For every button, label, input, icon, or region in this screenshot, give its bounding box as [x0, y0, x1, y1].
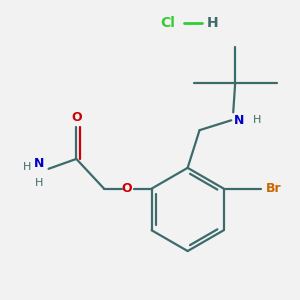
Text: Cl: Cl — [160, 16, 175, 30]
Text: O: O — [71, 111, 82, 124]
Text: H: H — [253, 115, 261, 125]
Text: O: O — [122, 182, 132, 195]
Text: H: H — [207, 16, 218, 30]
Text: N: N — [234, 114, 244, 127]
Text: Br: Br — [266, 182, 281, 195]
Text: H: H — [22, 162, 31, 172]
Text: H: H — [34, 178, 43, 188]
Text: N: N — [34, 158, 44, 170]
